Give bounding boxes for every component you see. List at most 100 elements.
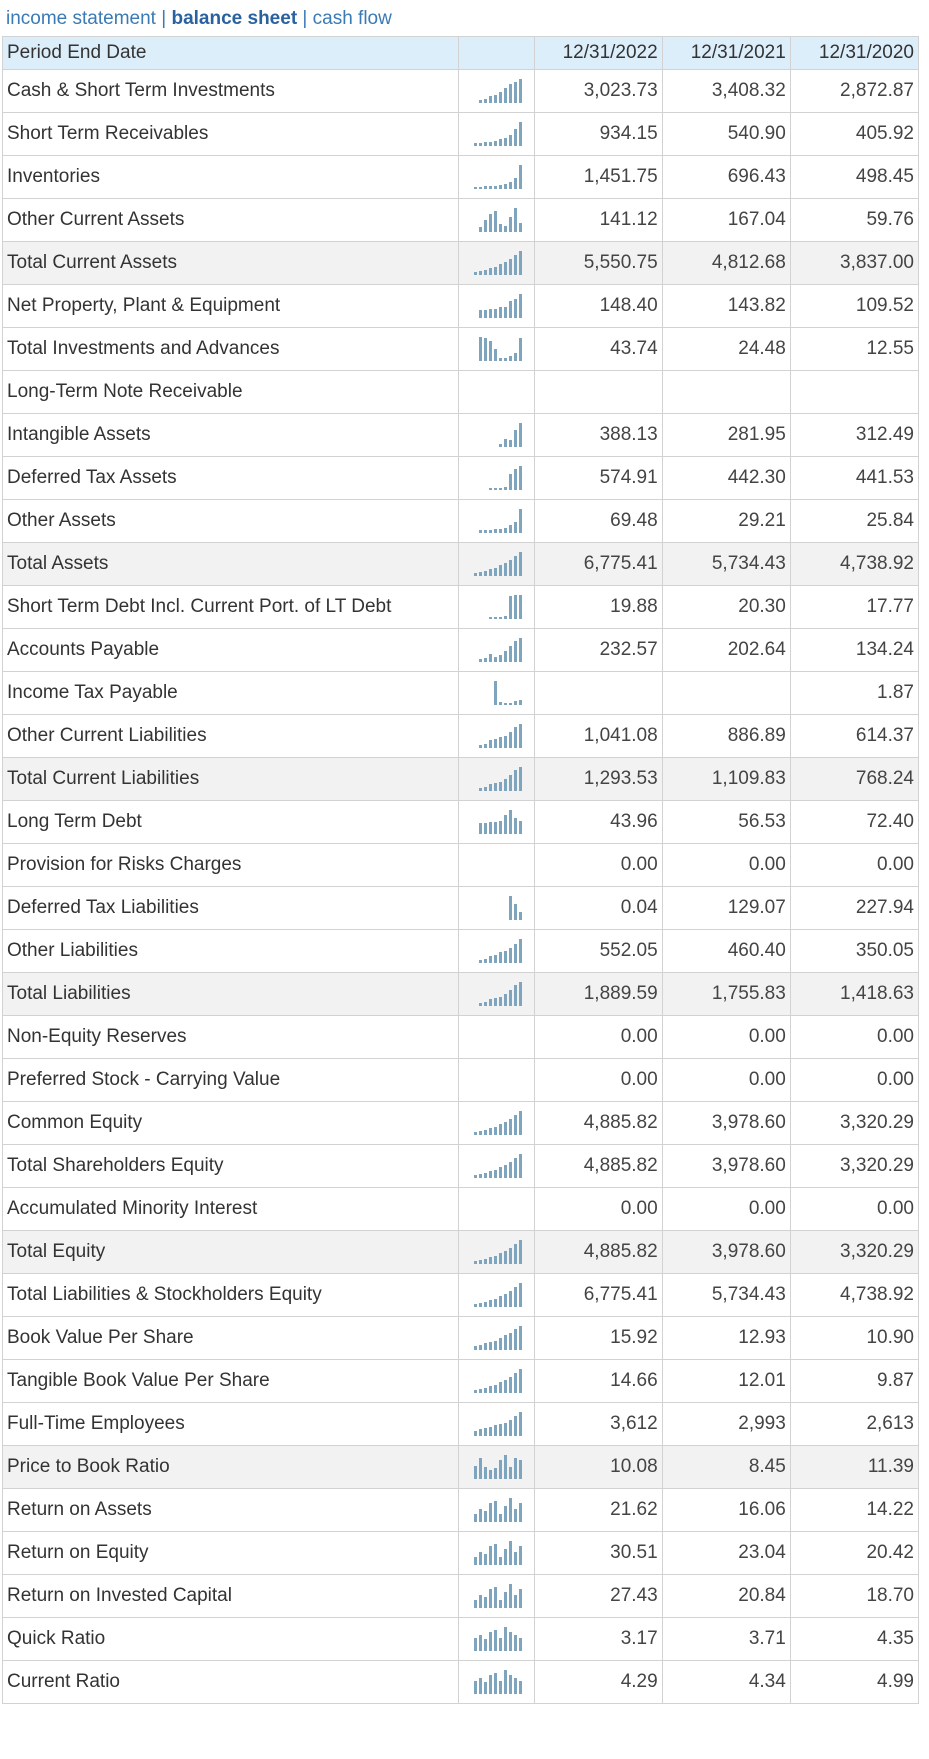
table-row: Net Property, Plant & Equipment 148.40 143… — [1, 284, 920, 328]
sparkline-cell — [458, 972, 535, 1016]
sparkline-bar — [503, 563, 507, 576]
sparkline-bar — [493, 1587, 497, 1608]
sparkline-bar — [518, 1111, 522, 1135]
sparkline-bar — [508, 1632, 512, 1651]
sparkline-bar — [498, 358, 502, 361]
sparkline-bar — [508, 356, 512, 361]
sparkline-bar — [513, 985, 517, 1006]
value-cell: 227.94 — [789, 886, 920, 930]
table-row: Total Investments and Advances 43.74 24.48… — [1, 327, 920, 371]
sparkline-bar — [473, 1304, 477, 1307]
sparkline-bar — [493, 739, 497, 748]
sparkline-bar — [508, 810, 512, 834]
sparkline-bar — [508, 896, 512, 920]
value-cell — [533, 671, 663, 715]
value-cell: 202.64 — [661, 628, 791, 672]
sparkline-bar — [483, 1343, 487, 1350]
sparkline-bar — [513, 1373, 517, 1393]
sparkline-chart — [478, 509, 522, 533]
value-cell: 23.04 — [661, 1531, 791, 1575]
value-cell: 29.21 — [661, 499, 791, 543]
sparkline-bar — [498, 1600, 502, 1608]
value-cell: 12.93 — [661, 1316, 791, 1360]
sparkline-chart — [478, 810, 522, 834]
sparkline-bar — [513, 1329, 517, 1350]
balance-sheet-link[interactable]: balance sheet — [171, 8, 298, 29]
sparkline-bar — [498, 1167, 502, 1178]
sparkline-bar — [503, 1592, 507, 1608]
value-cell: 5,734.43 — [661, 1273, 791, 1317]
sparkline-bar — [488, 617, 492, 619]
value-cell — [789, 370, 920, 414]
sparkline-bar — [518, 223, 522, 232]
sparkline-bar — [483, 1554, 487, 1565]
value-cell: 2,613 — [789, 1402, 920, 1446]
nav-separator: | — [161, 8, 167, 29]
value-cell: 3,320.29 — [789, 1230, 920, 1274]
sparkline-cell — [458, 1230, 535, 1274]
sparkline-bar — [508, 440, 512, 447]
value-cell: 43.74 — [533, 327, 663, 371]
value-cell: 0.00 — [533, 1058, 663, 1102]
value-cell: 0.04 — [533, 886, 663, 930]
value-cell: 8.45 — [661, 1445, 791, 1489]
sparkline-bar — [483, 823, 487, 834]
row-label: Price to Book Ratio — [1, 1445, 460, 1489]
sparkline-bar — [498, 1557, 502, 1565]
sparkline-chart — [473, 1627, 522, 1651]
sparkline-bar — [498, 1681, 502, 1694]
row-label: Return on Invested Capital — [1, 1574, 460, 1618]
sparkline-bar — [493, 1501, 497, 1522]
sparkline-bar — [518, 509, 522, 533]
sparkline-cell — [458, 1058, 535, 1102]
value-cell: 1,109.83 — [661, 757, 791, 801]
sparkline-bar — [508, 703, 512, 705]
sparkline-bar — [483, 1173, 487, 1178]
sparkline-bar — [513, 82, 517, 103]
sparkline-bar — [483, 787, 487, 791]
sparkline-bar — [508, 135, 512, 146]
sparkline-bar — [503, 779, 507, 791]
sparkline-bar — [483, 1467, 487, 1479]
value-cell: 614.37 — [789, 714, 920, 758]
sparkline-bar — [473, 1466, 477, 1479]
sparkline-bar — [513, 595, 517, 619]
sparkline-chart — [473, 1154, 522, 1178]
sparkline-bar — [488, 1503, 492, 1522]
sparkline-bar — [518, 1503, 522, 1522]
statement-nav: income statement | balance sheet | cash … — [6, 7, 392, 31]
value-cell: 14.22 — [789, 1488, 920, 1532]
value-cell: 143.82 — [661, 284, 791, 328]
sparkline-cell — [458, 714, 535, 758]
sparkline-bar — [513, 727, 517, 748]
sparkline-bar — [483, 1259, 487, 1264]
sparkline-cell — [458, 1273, 535, 1317]
sparkline-bar — [478, 1003, 482, 1006]
sparkline-bar — [478, 823, 482, 834]
sparkline-bar — [513, 818, 517, 834]
sparkline-cell — [458, 198, 535, 242]
sparkline-bar — [488, 1342, 492, 1350]
value-cell: 3,978.60 — [661, 1144, 791, 1188]
sparkline-bar — [503, 1506, 507, 1522]
sparkline-cell — [458, 1015, 535, 1059]
row-label: Other Current Assets — [1, 198, 460, 242]
row-label: Net Property, Plant & Equipment — [1, 284, 460, 328]
sparkline-bar — [508, 990, 512, 1006]
table-row: Inventories 1,451.75 696.43 498.45 — [1, 155, 920, 199]
sparkline-bar — [483, 1388, 487, 1393]
value-cell: 4,885.82 — [533, 1230, 663, 1274]
table-row: Tangible Book Value Per Share 14.66 12.01 9… — [1, 1359, 920, 1403]
table-row: Accumulated Minority Interest 0.00 0.00 0.0… — [1, 1187, 920, 1231]
row-label: Long-Term Note Receivable — [1, 370, 460, 414]
value-cell: 0.00 — [789, 1187, 920, 1231]
income-statement-link[interactable]: income statement — [6, 8, 156, 29]
sparkline-bar — [483, 1511, 487, 1522]
sparkline-bar — [518, 982, 522, 1006]
table-row: Income Tax Payable 1.87 — [1, 671, 920, 715]
sparkline-bar — [503, 1455, 507, 1479]
sparkline-bar — [483, 959, 487, 963]
sparkline-cell — [458, 800, 535, 844]
sparkline-bar — [498, 139, 502, 146]
cash-flow-link[interactable]: cash flow — [312, 8, 392, 29]
